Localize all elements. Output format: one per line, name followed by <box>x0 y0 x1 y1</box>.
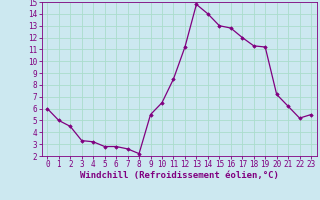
X-axis label: Windchill (Refroidissement éolien,°C): Windchill (Refroidissement éolien,°C) <box>80 171 279 180</box>
